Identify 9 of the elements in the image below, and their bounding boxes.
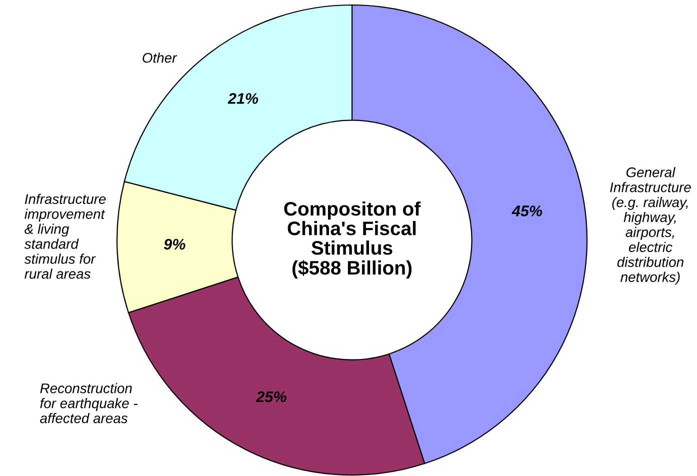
slice-label: General Infrastructure (e.g. railway, highway, airports, electric distribution networks) bbox=[610, 167, 691, 285]
data-label: 25% bbox=[256, 391, 286, 402]
slice-label: Reconstruction for earthquake - affected areas bbox=[40, 383, 138, 424]
slice-label: Other bbox=[142, 52, 178, 63]
slice-label: Infrastructure improvement & living standard stimulus for rural areas bbox=[24, 194, 106, 279]
text: Compositon of China's Fiscal Stimulus ($588 Billion) bbox=[284, 201, 421, 279]
data-label: 9% bbox=[164, 238, 186, 250]
data-label: 21% bbox=[228, 93, 258, 104]
data-label: 45% bbox=[512, 206, 542, 216]
